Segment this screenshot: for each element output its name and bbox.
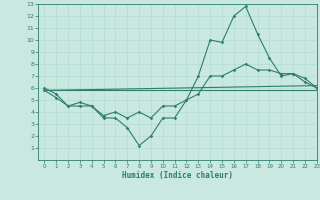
X-axis label: Humidex (Indice chaleur): Humidex (Indice chaleur): [122, 171, 233, 180]
